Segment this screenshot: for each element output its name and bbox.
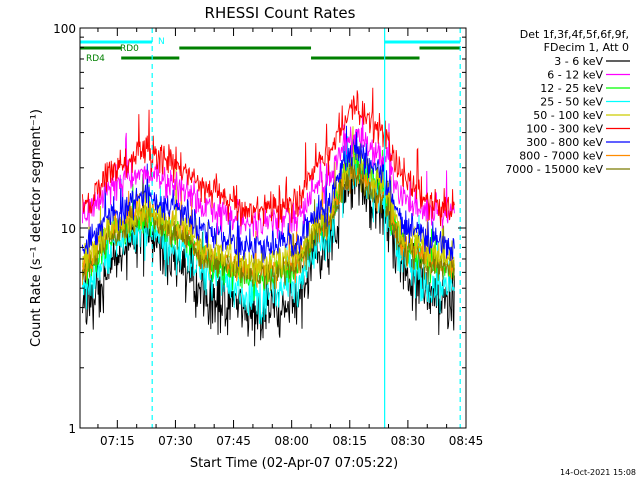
flag-layer: N RD0 RD4 xyxy=(80,28,461,428)
axes: 07:15 07:30 07:45 08:00 08:15 08:30 08:45 1 10 10… xyxy=(53,22,483,448)
legend-entry-label: 6 - 12 keV xyxy=(547,69,603,82)
series-layer xyxy=(82,87,455,347)
x-tick-label: 07:30 xyxy=(158,434,193,448)
chart-title: RHESSI Count Rates xyxy=(205,4,356,22)
legend-entry-label: 300 - 800 keV xyxy=(526,136,603,149)
legend-header: Det 1f,3f,4f,5f,6f,9f, xyxy=(520,28,629,41)
x-tick-label: 08:00 xyxy=(274,434,309,448)
x-tick-label: 08:45 xyxy=(449,434,484,448)
legend-entry-label: 100 - 300 keV xyxy=(526,123,603,136)
flag-label-rd0: RD0 xyxy=(120,44,139,54)
flag-label-rd4: RD4 xyxy=(86,54,105,64)
y-axis-label: Count Rate (s⁻¹ detector segment⁻¹) xyxy=(29,109,44,347)
legend-entry-label: 50 - 100 keV xyxy=(533,109,603,122)
x-tick-label: 08:15 xyxy=(332,434,367,448)
y-tick-label: 100 xyxy=(53,22,76,36)
series-line xyxy=(82,87,455,228)
y-tick-label: 10 xyxy=(61,222,76,236)
legend: Det 1f,3f,4f,5f,6f,9f,FDecim 1, Att 03 -… xyxy=(505,28,630,176)
legend-entry-label: 7000 - 15000 keV xyxy=(505,163,603,176)
series-line xyxy=(82,125,455,267)
legend-entry-label: 800 - 7000 keV xyxy=(519,150,603,163)
legend-entry-label: 25 - 50 keV xyxy=(540,96,603,109)
x-tick-label: 08:30 xyxy=(391,434,426,448)
series-line xyxy=(82,126,455,285)
x-axis-label: Start Time (02-Apr-07 07:05:22) xyxy=(190,456,398,471)
legend-entry-label: 12 - 25 keV xyxy=(540,82,603,95)
y-tick-label: 1 xyxy=(68,422,76,436)
x-tick-label: 07:45 xyxy=(216,434,251,448)
legend-header: FDecim 1, Att 0 xyxy=(544,41,629,54)
flag-label-n: N xyxy=(158,37,165,47)
timestamp-label: 14-Oct-2021 15:08 xyxy=(560,468,636,477)
legend-entry-label: 3 - 6 keV xyxy=(554,55,603,68)
series-line xyxy=(82,103,455,239)
x-tick-label: 07:15 xyxy=(100,434,135,448)
